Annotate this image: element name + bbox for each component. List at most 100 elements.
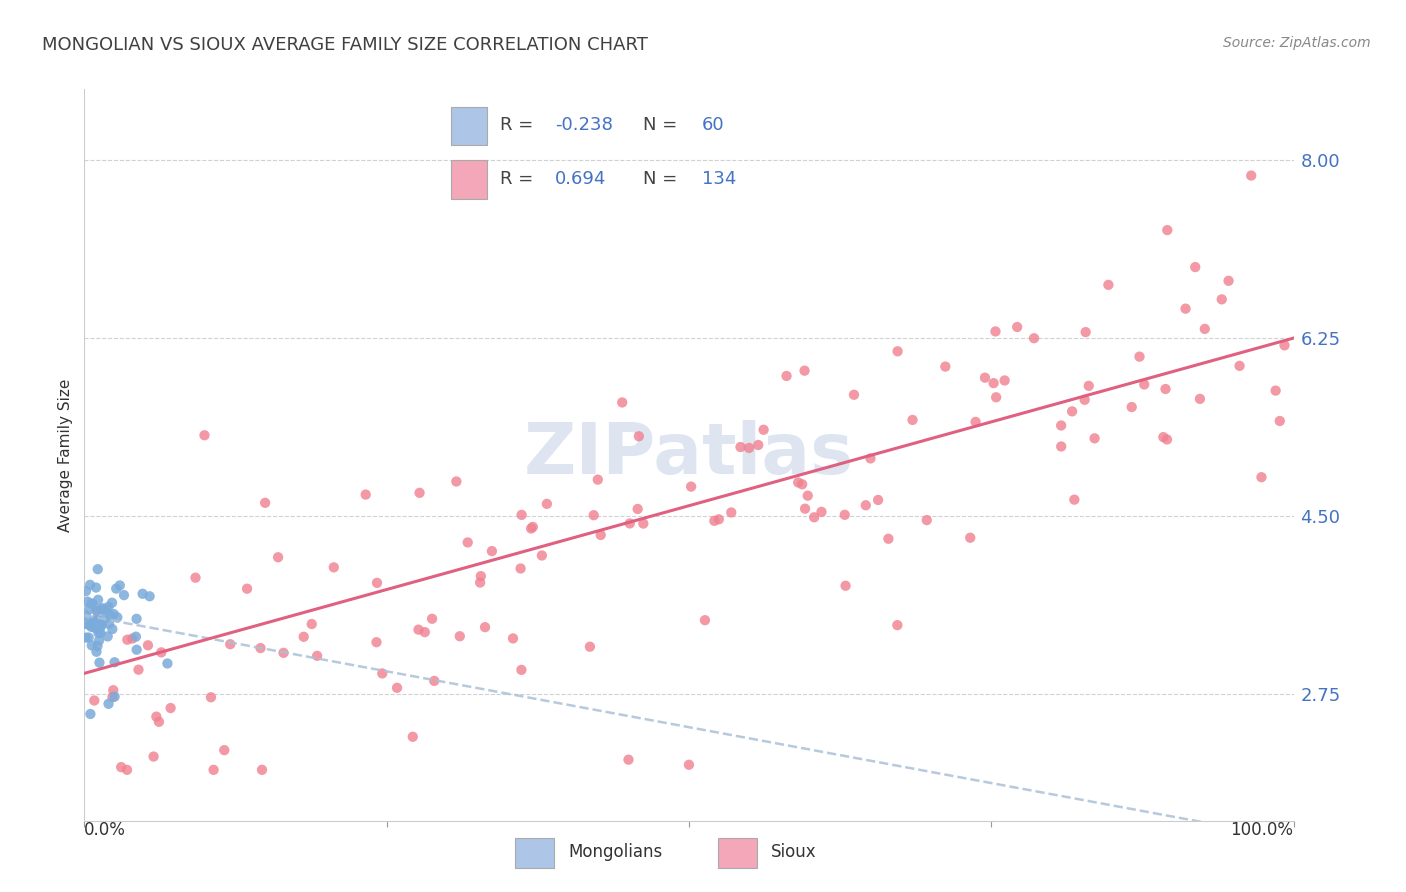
- Point: [1128, 350, 1150, 364]
- Point: [90, 618, 112, 632]
- Point: [449, 629, 471, 643]
- Point: [366, 575, 388, 590]
- Point: [371, 666, 394, 681]
- Point: [934, 359, 956, 374]
- Point: [474, 620, 496, 634]
- Point: [619, 516, 641, 531]
- Point: [79, 618, 101, 632]
- Point: [1268, 414, 1291, 428]
- Point: [83, 619, 105, 633]
- Point: [84, 581, 107, 595]
- Point: [915, 513, 938, 527]
- Point: [794, 501, 817, 516]
- Point: [1074, 325, 1097, 339]
- Point: [1005, 320, 1028, 334]
- Point: [1063, 492, 1085, 507]
- Point: [886, 344, 908, 359]
- Point: [678, 757, 700, 772]
- Point: [1121, 400, 1143, 414]
- Point: [150, 645, 173, 659]
- Point: [886, 618, 908, 632]
- Point: [101, 690, 124, 704]
- Point: [738, 441, 761, 455]
- Point: [79, 706, 101, 721]
- Point: [586, 473, 609, 487]
- Point: [582, 508, 605, 523]
- Point: [810, 505, 832, 519]
- Point: [1062, 404, 1084, 418]
- Point: [148, 714, 170, 729]
- Point: [1229, 359, 1251, 373]
- Point: [834, 579, 856, 593]
- Point: [83, 621, 105, 635]
- Point: [707, 512, 730, 526]
- Point: [267, 550, 290, 565]
- Point: [214, 743, 236, 757]
- Point: [420, 612, 443, 626]
- Point: [80, 620, 103, 634]
- Point: [250, 763, 273, 777]
- Point: [90, 619, 112, 633]
- Point: [536, 497, 558, 511]
- Point: [98, 616, 121, 631]
- Point: [589, 528, 612, 542]
- Point: [82, 597, 104, 611]
- Point: [877, 532, 900, 546]
- Point: [101, 622, 124, 636]
- Point: [301, 617, 323, 632]
- Point: [354, 487, 377, 501]
- Point: [720, 506, 742, 520]
- Point: [984, 390, 1007, 404]
- Point: [97, 697, 120, 711]
- Point: [579, 640, 602, 654]
- Point: [510, 508, 533, 522]
- Point: [75, 631, 97, 645]
- Point: [1274, 338, 1296, 352]
- Point: [125, 642, 148, 657]
- Point: [775, 368, 797, 383]
- Point: [84, 620, 107, 634]
- Point: [136, 638, 159, 652]
- Point: [366, 635, 388, 649]
- Point: [79, 602, 101, 616]
- Point: [75, 584, 97, 599]
- Point: [994, 374, 1017, 388]
- Point: [1218, 274, 1240, 288]
- Point: [617, 753, 640, 767]
- Point: [792, 477, 814, 491]
- Point: [470, 569, 492, 583]
- Point: [627, 429, 650, 443]
- Point: [633, 516, 655, 531]
- Point: [1188, 392, 1211, 406]
- Point: [110, 760, 132, 774]
- Point: [89, 656, 111, 670]
- Point: [859, 451, 882, 466]
- Point: [89, 617, 111, 632]
- Point: [86, 613, 108, 627]
- Point: [108, 578, 131, 592]
- Point: [87, 626, 110, 640]
- Point: [89, 626, 111, 640]
- Point: [83, 614, 105, 628]
- Point: [87, 562, 110, 576]
- Point: [200, 690, 222, 705]
- Point: [90, 602, 112, 616]
- Point: [105, 610, 128, 624]
- Point: [202, 763, 225, 777]
- Point: [142, 749, 165, 764]
- Point: [787, 475, 810, 490]
- Point: [408, 486, 430, 500]
- Point: [79, 578, 101, 592]
- Point: [292, 630, 315, 644]
- Point: [103, 655, 125, 669]
- Point: [77, 631, 100, 645]
- Point: [1194, 322, 1216, 336]
- Point: [446, 475, 468, 489]
- Point: [86, 615, 108, 630]
- Point: [93, 611, 115, 625]
- Point: [83, 614, 105, 628]
- Point: [156, 657, 179, 671]
- Point: [901, 413, 924, 427]
- Text: ZIPatlas: ZIPatlas: [524, 420, 853, 490]
- Point: [76, 594, 98, 608]
